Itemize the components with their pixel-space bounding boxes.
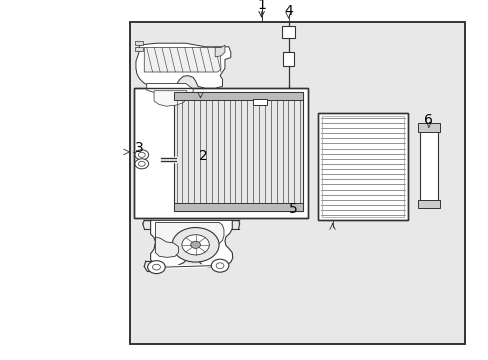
Circle shape bbox=[182, 235, 209, 255]
Bar bbox=[253, 99, 266, 105]
Text: 1: 1 bbox=[257, 0, 265, 12]
Text: 4: 4 bbox=[284, 4, 292, 18]
Bar bbox=[129, 22, 464, 344]
Polygon shape bbox=[215, 45, 224, 57]
Bar bbox=[419, 131, 437, 202]
Circle shape bbox=[135, 150, 148, 160]
Circle shape bbox=[211, 259, 228, 272]
Bar bbox=[129, 22, 464, 344]
Bar bbox=[282, 52, 294, 66]
Bar bbox=[317, 113, 407, 220]
Text: 5: 5 bbox=[288, 202, 297, 216]
Bar bbox=[317, 113, 407, 220]
Polygon shape bbox=[150, 220, 232, 267]
Bar bbox=[134, 88, 307, 218]
Polygon shape bbox=[144, 48, 221, 72]
Bar bbox=[417, 200, 439, 208]
Bar bbox=[173, 203, 303, 211]
Polygon shape bbox=[146, 84, 193, 102]
Text: 2: 2 bbox=[198, 149, 207, 162]
Bar bbox=[282, 26, 294, 38]
Text: 3: 3 bbox=[135, 141, 143, 154]
Bar bbox=[135, 41, 143, 45]
Circle shape bbox=[190, 241, 200, 248]
Bar bbox=[321, 116, 404, 217]
Bar bbox=[134, 88, 307, 218]
Polygon shape bbox=[154, 91, 186, 106]
Circle shape bbox=[172, 228, 219, 262]
Circle shape bbox=[135, 159, 148, 169]
Circle shape bbox=[147, 261, 165, 274]
Text: 6: 6 bbox=[424, 113, 432, 126]
Bar bbox=[173, 92, 303, 211]
Polygon shape bbox=[155, 222, 224, 248]
Bar bbox=[173, 92, 303, 100]
Bar bbox=[135, 47, 143, 51]
Polygon shape bbox=[155, 237, 178, 257]
Polygon shape bbox=[136, 43, 230, 88]
Bar bbox=[417, 123, 439, 132]
